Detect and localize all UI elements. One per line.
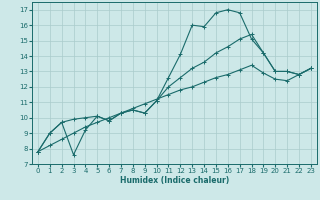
- X-axis label: Humidex (Indice chaleur): Humidex (Indice chaleur): [120, 176, 229, 185]
